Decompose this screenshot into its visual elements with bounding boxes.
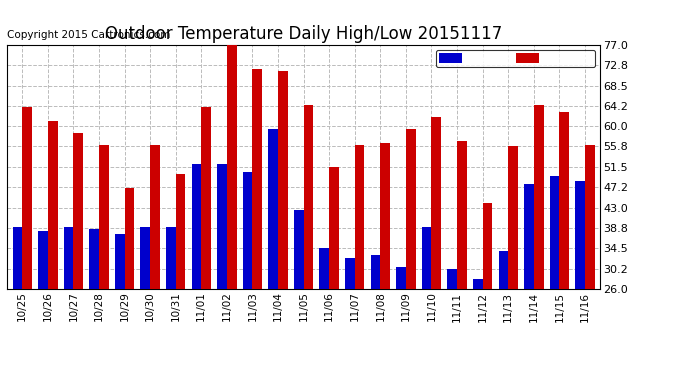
Bar	[534, 105, 544, 289]
Bar	[48, 122, 57, 289]
Bar	[380, 143, 390, 289]
Bar	[150, 146, 160, 289]
Bar	[63, 226, 73, 289]
Bar	[396, 267, 406, 289]
Bar	[294, 210, 304, 289]
Bar	[355, 146, 364, 289]
Bar	[253, 69, 262, 289]
Bar	[115, 234, 125, 289]
Bar	[89, 229, 99, 289]
Bar	[431, 117, 441, 289]
Bar	[243, 172, 253, 289]
Bar	[227, 45, 237, 289]
Bar	[345, 258, 355, 289]
Text: Copyright 2015 Cartronics.com: Copyright 2015 Cartronics.com	[7, 30, 170, 40]
Bar	[176, 174, 186, 289]
Bar	[268, 129, 278, 289]
Bar	[99, 146, 109, 289]
Bar	[560, 112, 569, 289]
Bar	[550, 176, 560, 289]
Bar	[473, 279, 482, 289]
Bar	[12, 226, 22, 289]
Bar	[585, 146, 595, 289]
Bar	[498, 251, 509, 289]
Bar	[509, 146, 518, 289]
Bar	[422, 226, 431, 289]
Title: Outdoor Temperature Daily High/Low 20151117: Outdoor Temperature Daily High/Low 20151…	[105, 26, 502, 44]
Bar	[125, 188, 135, 289]
Bar	[371, 255, 380, 289]
Bar	[457, 141, 466, 289]
Bar	[166, 226, 176, 289]
Bar	[192, 165, 201, 289]
Bar	[447, 268, 457, 289]
Bar	[329, 167, 339, 289]
Bar	[22, 107, 32, 289]
Bar	[140, 226, 150, 289]
Bar	[201, 107, 211, 289]
Bar	[524, 184, 534, 289]
Bar	[278, 71, 288, 289]
Legend: Low  (°F), High  (°F): Low (°F), High (°F)	[436, 50, 595, 67]
Bar	[73, 134, 83, 289]
Bar	[38, 231, 48, 289]
Bar	[575, 181, 585, 289]
Bar	[304, 105, 313, 289]
Bar	[217, 165, 227, 289]
Bar	[406, 129, 415, 289]
Bar	[319, 248, 329, 289]
Bar	[482, 203, 493, 289]
